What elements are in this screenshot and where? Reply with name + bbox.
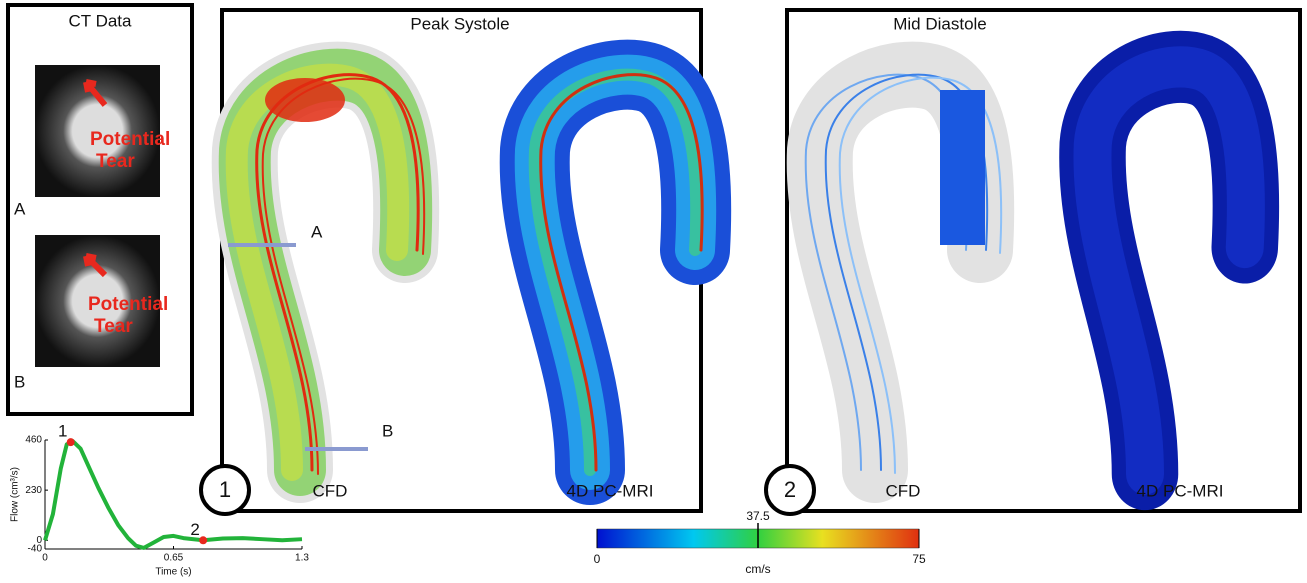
panel-frame <box>785 8 1302 513</box>
panel-title: Mid Diastole <box>893 14 987 33</box>
ct-panel: CT Data Potential Tear Potential Tear A … <box>6 3 194 416</box>
colorbar-tick-label: 37.5 <box>746 509 770 523</box>
y-tick-label: 0 <box>36 535 42 546</box>
colorbar: 0 37.5 75 cm/s <box>594 509 926 576</box>
systole-panel: Peak Systole A B CFD 4D PC-MRI 1 <box>199 8 702 516</box>
badge <box>764 464 816 516</box>
badge-label: 1 <box>219 477 231 502</box>
marker-label: 2 <box>190 520 199 539</box>
y-tick-label: -40 <box>28 544 43 555</box>
image-label: B <box>14 372 25 391</box>
marker-label: 1 <box>58 422 67 441</box>
method-label: 4D PC-MRI <box>1137 481 1224 500</box>
x-tick-label: 0.65 <box>164 553 184 564</box>
annotation: Potential <box>90 129 170 150</box>
y-axis-label: Flow (cm³/s) <box>10 467 21 522</box>
cfd-streamlines <box>806 75 1001 473</box>
annotation: Tear <box>94 316 133 337</box>
mri-streamlines <box>535 75 702 470</box>
marker <box>199 536 208 545</box>
y-tick-label: 460 <box>25 435 42 446</box>
cfd-streamlines <box>237 75 424 474</box>
ct-image <box>35 65 160 197</box>
badge-label: 2 <box>784 477 796 502</box>
method-label: CFD <box>313 481 348 500</box>
annotation: Potential <box>88 294 168 315</box>
colorbar-label: cm/s <box>745 562 770 576</box>
mri-streamlines <box>1092 67 1245 474</box>
flow-chart: -400 230 460 0 0.65 1.3 Time (s) Flow (cm³/s) 1 2 <box>10 422 310 578</box>
colorbar-tick-label: 75 <box>912 552 926 566</box>
panel-frame <box>6 3 194 416</box>
method-label: 4D PC-MRI <box>567 481 654 500</box>
panel-title: Peak Systole <box>410 14 509 33</box>
method-label: CFD <box>886 481 921 500</box>
badge <box>199 464 251 516</box>
plane-label: A <box>311 222 323 241</box>
x-tick-label: 0 <box>42 553 48 564</box>
image-label: A <box>14 199 26 218</box>
plane-label: B <box>382 421 393 440</box>
ct-image <box>35 235 160 367</box>
diastole-panel: Mid Diastole CFD 4D PC-MRI 2 <box>764 8 1302 516</box>
panel-title: CT Data <box>69 11 133 30</box>
x-tick-label: 1.3 <box>295 553 309 564</box>
arrow <box>83 79 108 107</box>
x-axis-label: Time (s) <box>155 567 191 578</box>
marker <box>66 438 75 447</box>
arrow <box>83 253 108 278</box>
y-tick-label: 230 <box>25 485 42 496</box>
flow-line <box>43 439 303 550</box>
annotation: Tear <box>96 151 135 172</box>
colorbar-tick-label: 0 <box>594 552 601 566</box>
